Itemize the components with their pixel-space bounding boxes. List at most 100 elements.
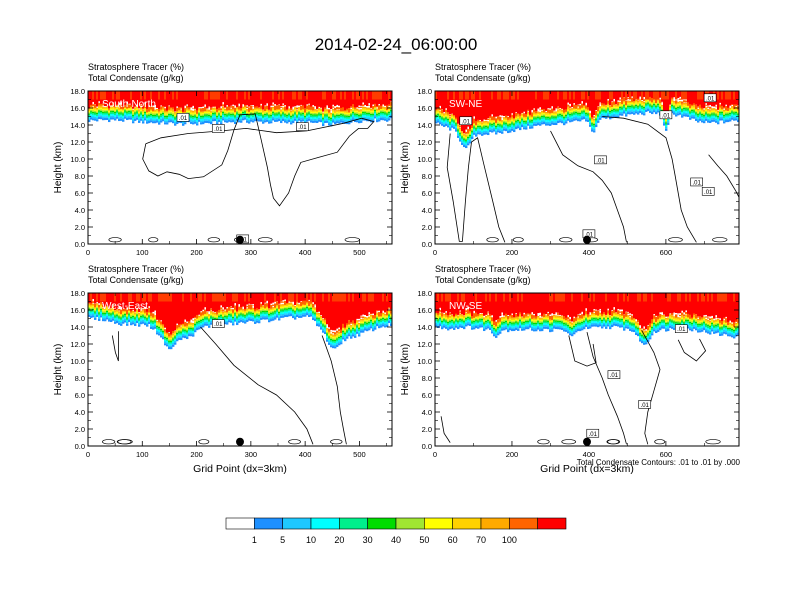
x-tick-label: 0 <box>86 248 90 257</box>
y-tick-label: 2.0 <box>422 425 432 434</box>
y-tick-label: 4.0 <box>75 408 85 417</box>
x-tick-label: 0 <box>86 450 90 459</box>
colorbar-swatch <box>339 517 368 530</box>
x-tick-label: 400 <box>583 248 596 257</box>
y-tick-label: 0.0 <box>422 442 432 451</box>
contour-label-box <box>594 155 607 165</box>
contour-label-box <box>607 370 621 379</box>
x-axis-label: Grid Point (dx=3km) <box>540 463 634 475</box>
panel-title-line2: Total Condensate (g/kg) <box>435 275 531 285</box>
y-axis-label: Height (km) <box>400 344 411 396</box>
contour-label-box <box>690 177 703 187</box>
panel-label: SW-NE <box>449 99 482 110</box>
x-tick-label: 600 <box>660 248 673 257</box>
panel-label: NW-SE <box>449 301 482 312</box>
contour-label-box <box>459 116 473 126</box>
y-tick-label: 6.0 <box>75 189 85 198</box>
x-tick-label: 200 <box>190 450 203 459</box>
contour-label: .01 <box>214 127 223 133</box>
y-tick-label: 10.0 <box>417 155 432 164</box>
contour-line <box>440 416 451 443</box>
colorbar-label: 60 <box>448 535 458 545</box>
y-tick-label: 12.0 <box>417 340 432 349</box>
colorbar-swatch <box>254 517 283 530</box>
y-tick-label: 8.0 <box>422 172 432 181</box>
y-tick-label: 6.0 <box>422 189 432 198</box>
x-tick-label: 300 <box>245 450 258 459</box>
contour-label: .01 <box>585 232 594 238</box>
y-tick-label: 6.0 <box>75 391 85 400</box>
contour-label: .01 <box>462 119 471 125</box>
y-tick-label: 4.0 <box>75 206 85 215</box>
x-tick-label: 0 <box>433 450 437 459</box>
y-tick-label: 4.0 <box>422 408 432 417</box>
contour-blob <box>512 237 524 243</box>
y-tick-label: 14.0 <box>417 121 432 130</box>
contour-line <box>321 335 347 445</box>
contour-label: .01 <box>214 322 223 328</box>
contour-label: .01 <box>596 158 605 164</box>
colorbar-swatch <box>282 517 312 530</box>
colorbar-label: 70 <box>476 535 486 545</box>
contour-label-box <box>211 319 225 328</box>
x-axis-label: Grid Point (dx=3km) <box>193 463 287 475</box>
y-tick-label: 12.0 <box>70 340 85 349</box>
contour-label: .01 <box>677 327 686 333</box>
panel-1: Stratosphere Tracer (%)Total Condensate … <box>53 62 393 257</box>
contour-label: .01 <box>641 403 650 409</box>
colorbar-label: 30 <box>363 535 373 545</box>
contour-label: .01 <box>704 190 713 196</box>
panel-title-line1: Stratosphere Tracer (%) <box>435 264 531 274</box>
contour-label-box <box>296 122 309 131</box>
x-tick-label: 200 <box>506 450 519 459</box>
contour-blob <box>607 439 621 445</box>
contour-line <box>677 338 707 362</box>
y-tick-label: 10.0 <box>417 357 432 366</box>
x-tick-label: 400 <box>583 450 596 459</box>
colorbar-swatch <box>537 517 567 530</box>
contour-blob <box>198 439 210 445</box>
panel-2: Stratosphere Tracer (%)Total Condensate … <box>400 62 740 257</box>
contour-line <box>641 330 661 445</box>
y-tick-label: 18.0 <box>417 87 432 96</box>
colorbar-swatch <box>452 517 482 530</box>
y-tick-label: 12.0 <box>417 138 432 147</box>
colorbar-label: 50 <box>419 535 429 545</box>
contour-note: Total Condensate Contours: .01 to .01 by… <box>577 458 741 467</box>
x-tick-label: 200 <box>506 248 519 257</box>
contour-blob <box>207 237 220 243</box>
panel-title-line1: Stratosphere Tracer (%) <box>88 264 184 274</box>
tracer-field <box>435 91 739 243</box>
panels: Stratosphere Tracer (%)Total Condensate … <box>53 62 740 475</box>
tracer-field <box>88 293 392 445</box>
x-tick-label: 500 <box>353 248 366 257</box>
contour-blob <box>537 439 550 445</box>
contour-label: .01 <box>589 432 598 438</box>
contour-label: .01 <box>179 116 188 122</box>
contour-line <box>568 335 597 367</box>
y-tick-label: 10.0 <box>70 155 85 164</box>
center-point-marker <box>236 235 244 244</box>
contour-blob <box>561 439 577 445</box>
center-point-marker <box>583 235 591 244</box>
y-tick-label: 0.0 <box>422 240 432 249</box>
colorbar-swatch <box>395 517 425 530</box>
contour-line <box>446 133 506 243</box>
contour-blob <box>712 237 728 243</box>
contour-blob <box>288 439 301 445</box>
panel-4: Stratosphere Tracer (%)Total Condensate … <box>400 264 740 475</box>
contour-blob <box>559 237 573 243</box>
contour-label-box <box>638 400 652 409</box>
colorbar-label: 20 <box>334 535 344 545</box>
colorbar-swatch <box>367 517 397 530</box>
panel-label: South-North <box>102 99 156 110</box>
y-tick-label: 16.0 <box>70 104 85 113</box>
contour-label-box <box>176 113 190 122</box>
y-tick-label: 8.0 <box>75 172 85 181</box>
contour-label-box <box>586 428 600 438</box>
x-tick-label: 600 <box>660 450 673 459</box>
x-tick-label: 300 <box>245 248 258 257</box>
panel-title-line1: Stratosphere Tracer (%) <box>435 62 531 72</box>
y-tick-label: 0.0 <box>75 442 85 451</box>
